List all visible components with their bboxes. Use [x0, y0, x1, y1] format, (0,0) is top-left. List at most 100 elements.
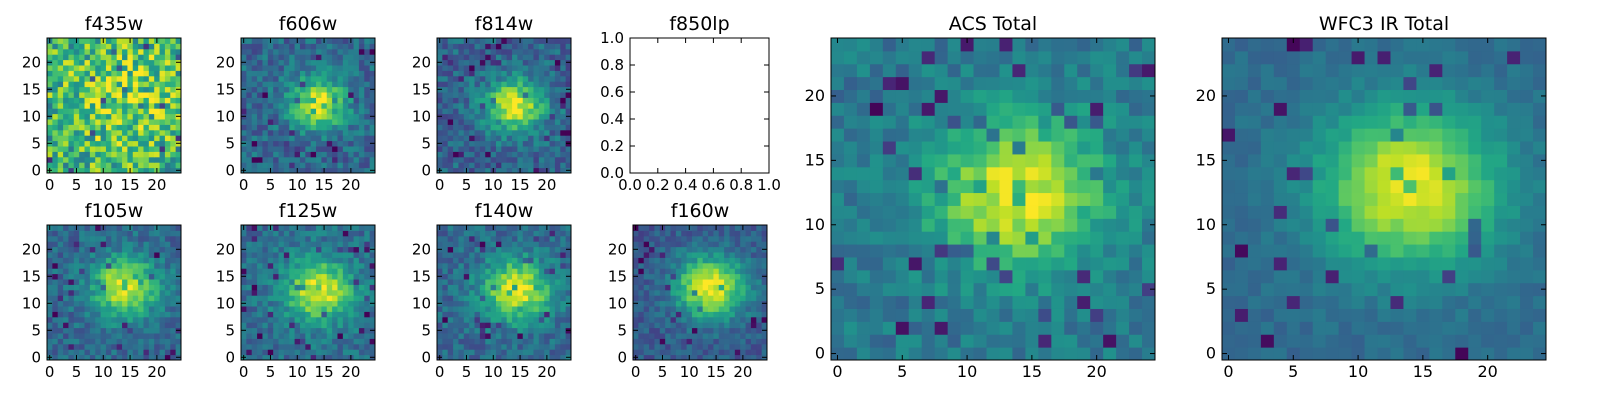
image-pixel	[512, 316, 518, 323]
image-pixel	[474, 289, 481, 296]
image-pixel	[348, 70, 355, 77]
image-pixel	[289, 235, 296, 242]
image-pixel	[246, 146, 253, 152]
image-pixel	[554, 338, 561, 345]
image-pixel	[273, 268, 280, 275]
image-pixel	[57, 306, 64, 312]
image-pixel	[251, 343, 258, 350]
image-pixel	[659, 246, 666, 253]
image-pixel	[305, 289, 312, 296]
image-pixel	[332, 97, 338, 104]
image-pixel	[495, 108, 502, 115]
image-pixel	[895, 347, 910, 361]
image-pixel	[305, 268, 312, 275]
image-pixel	[122, 246, 128, 253]
image-pixel	[485, 262, 492, 269]
image-pixel	[973, 192, 988, 206]
image-pixel	[691, 279, 698, 285]
image-pixel	[47, 230, 53, 237]
image-pixel	[554, 97, 561, 104]
image-pixel	[458, 119, 465, 125]
image-pixel	[973, 205, 988, 219]
image-pixel	[289, 273, 296, 280]
image-pixel	[84, 273, 91, 280]
image-pixel	[734, 322, 741, 329]
image-pixel	[856, 205, 871, 219]
image-pixel	[921, 269, 936, 284]
image-pixel	[353, 75, 360, 82]
image-pixel	[299, 38, 306, 44]
image-pixel	[95, 300, 102, 307]
image-pixel	[831, 295, 845, 309]
image-pixel	[1064, 347, 1078, 361]
image-pixel	[734, 230, 741, 237]
image-pixel	[283, 235, 290, 242]
image-pixel	[116, 119, 123, 125]
image-pixel	[447, 108, 454, 115]
image-pixel	[517, 97, 524, 104]
image-pixel	[544, 140, 551, 147]
image-pixel	[257, 273, 263, 280]
image-pixel	[485, 70, 492, 77]
image-pixel	[342, 167, 349, 174]
image-pixel	[170, 70, 177, 77]
image-pixel	[750, 311, 757, 318]
image-pixel	[686, 311, 693, 318]
image-pixel	[63, 108, 69, 115]
image-pixel	[68, 48, 75, 55]
image-pixel	[273, 279, 280, 285]
image-pixel	[262, 289, 269, 296]
image-pixel	[316, 279, 322, 285]
image-pixel	[241, 343, 247, 350]
image-pixel	[143, 300, 150, 307]
image-pixel	[490, 322, 497, 329]
image-pixel	[843, 282, 858, 297]
image-pixel	[665, 295, 672, 302]
image-pixel	[52, 124, 59, 131]
image-pixel	[342, 135, 349, 142]
image-pixel	[750, 279, 757, 285]
image-pixel	[342, 252, 349, 258]
image-pixel	[485, 327, 492, 334]
image-pixel	[517, 316, 524, 323]
image-pixel	[729, 230, 736, 237]
image-pixel	[170, 129, 177, 136]
image-pixel	[458, 48, 465, 55]
image-pixel	[544, 54, 551, 61]
image-pixel	[246, 167, 253, 174]
image-pixel	[659, 343, 666, 350]
image-pixel	[127, 70, 134, 77]
image-pixel	[565, 146, 572, 152]
image-pixel	[474, 102, 481, 109]
image-pixel	[485, 97, 492, 104]
image-pixel	[638, 349, 645, 356]
image-pixel	[68, 306, 75, 312]
image-pixel	[273, 289, 280, 296]
image-pixel	[649, 289, 655, 296]
image-pixel	[501, 119, 508, 125]
image-pixel	[262, 252, 269, 258]
image-pixel	[353, 140, 360, 147]
image-pixel	[278, 129, 285, 136]
image-pixel	[479, 327, 486, 334]
image-pixel	[68, 246, 75, 253]
image-pixel	[643, 225, 650, 231]
image-pixel	[490, 86, 497, 93]
image-pixel	[143, 246, 150, 253]
image-pixel	[702, 230, 709, 237]
image-pixel	[116, 354, 123, 361]
image-pixel	[353, 81, 360, 88]
image-pixel	[986, 269, 1000, 284]
image-pixel	[474, 230, 481, 237]
image-pixel	[105, 48, 112, 55]
image-pixel	[533, 349, 540, 356]
image-pixel	[100, 162, 107, 169]
image-pixel	[549, 257, 556, 264]
image-pixel	[143, 257, 150, 264]
image-pixel	[100, 119, 107, 125]
image-pixel	[495, 48, 502, 55]
image-pixel	[453, 279, 459, 285]
image-pixel	[659, 252, 666, 258]
image-pixel	[364, 43, 371, 50]
